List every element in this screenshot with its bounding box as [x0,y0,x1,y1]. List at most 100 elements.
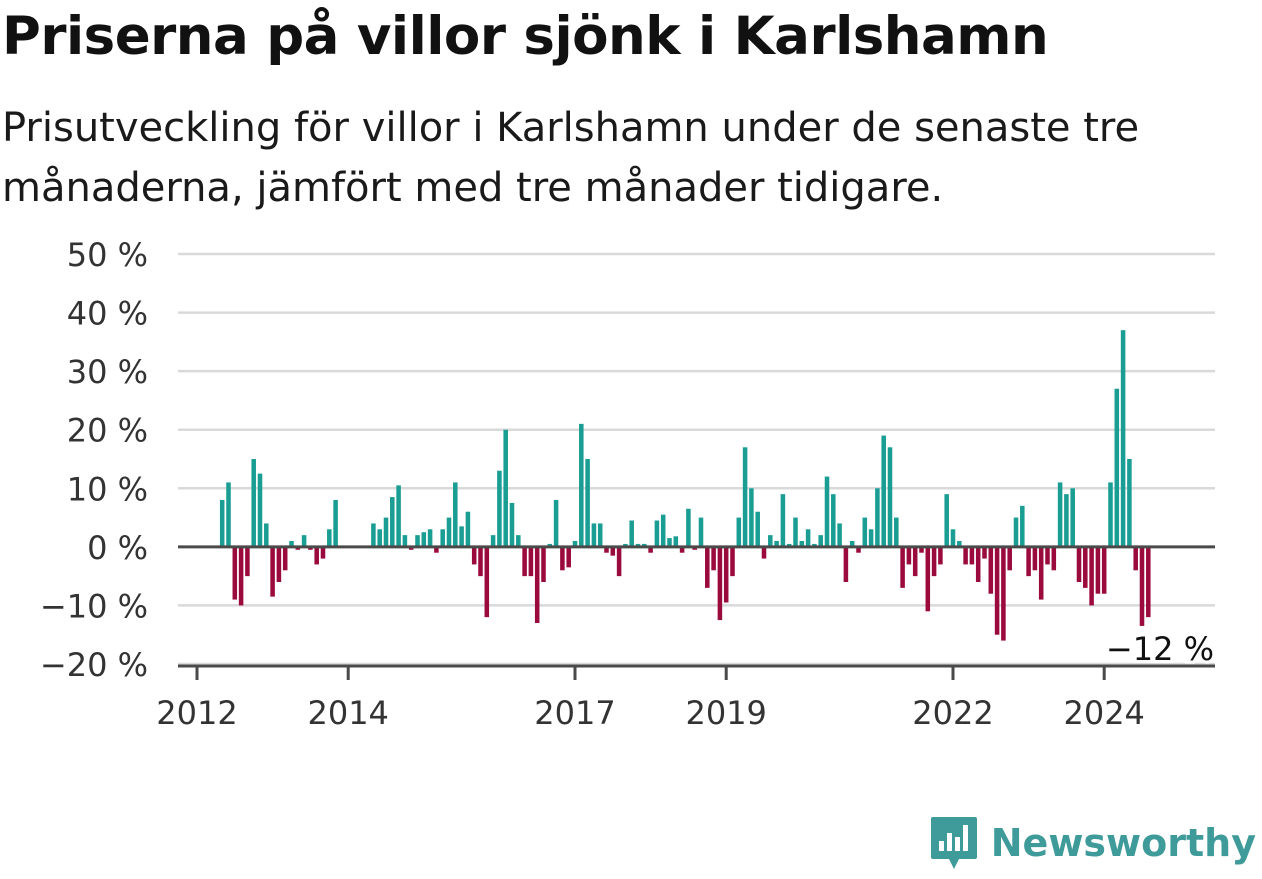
bar [629,520,634,547]
bar [660,514,666,547]
bar [219,500,225,547]
bar [371,523,376,547]
bar [497,470,502,547]
bar [768,535,773,547]
bar [270,546,275,597]
bar [957,541,962,547]
bar [818,535,823,547]
bar [856,546,861,553]
bar [994,546,1000,635]
bar [1007,546,1012,571]
y-tick-label: −20 % [40,646,148,684]
annotations: −12 % [1103,627,1217,671]
bar [868,529,874,547]
bar [591,523,597,547]
bar [969,546,975,565]
chart-title: Priserna på villor sjönk i Karlshamn [2,6,1049,67]
bar [597,523,603,547]
bar [616,546,622,577]
bar [1114,388,1120,547]
bar [490,535,496,547]
bar [264,523,269,547]
bar [226,482,231,547]
bar [824,476,830,547]
bar [245,546,250,577]
bar [579,423,584,547]
brand-name: Newsworthy [990,821,1256,865]
bar [415,535,420,547]
y-tick-label: 20 % [67,412,148,450]
bar [673,536,679,547]
bar [717,546,723,621]
gridlines [178,252,1215,666]
bar [799,541,805,547]
bar [276,546,282,582]
bar [604,546,609,553]
bar [698,517,704,547]
bar [931,546,937,577]
bar [925,546,931,612]
x-tick-label: 2014 [307,694,388,732]
bar [282,546,288,571]
bar [1038,546,1044,600]
bar [1139,546,1145,626]
bar [1001,546,1006,641]
bar [975,546,981,582]
brand[interactable]: Newsworthy [929,815,1256,871]
bar [1051,546,1057,571]
bar [793,517,798,547]
bar [875,488,880,547]
chart-subtitle: Prisutveckling för villor i Karlshamn un… [2,105,1140,211]
bar [560,546,565,571]
bar [1020,505,1025,547]
bar [541,546,546,582]
x-tick-label: 2012 [156,694,237,732]
bar [1120,330,1126,547]
bar [465,511,471,547]
y-tick-label: 30 % [67,353,148,391]
bar [314,546,319,565]
bar [963,546,968,565]
bar [982,546,987,559]
bar [1095,546,1101,594]
bar [730,546,735,577]
bar [516,535,521,547]
bar [887,447,893,547]
bar [238,546,244,606]
bars [178,330,1215,641]
bar [912,546,918,577]
bar [654,520,660,547]
bar [440,529,445,547]
bar [478,546,483,577]
bar [1101,546,1107,594]
bar [780,494,786,547]
bar [705,546,710,588]
bar [761,546,767,559]
x-axis: 2012 2014 2017 2019 2022 2024 [156,664,1215,732]
bar [1083,546,1088,588]
bar [1108,482,1113,547]
bar [257,473,263,547]
bar [1089,546,1094,606]
y-tick-label: −10 % [40,587,148,625]
x-tick-label: 2019 [685,694,766,732]
bar [749,488,754,547]
bar [988,546,994,594]
bar [522,546,527,577]
bar [938,546,943,565]
bar [1057,482,1063,547]
newsworthy-logo-icon [930,817,977,869]
bar [232,546,238,600]
bar [894,517,899,547]
bar [742,447,748,547]
bar [434,546,439,553]
y-tick-label: 50 % [67,236,148,274]
bar [484,546,490,618]
bar [427,529,433,547]
bar [686,508,691,547]
bar [900,546,905,588]
bar [446,517,452,547]
bar [459,526,464,547]
bar [906,546,912,565]
bar [862,517,868,547]
